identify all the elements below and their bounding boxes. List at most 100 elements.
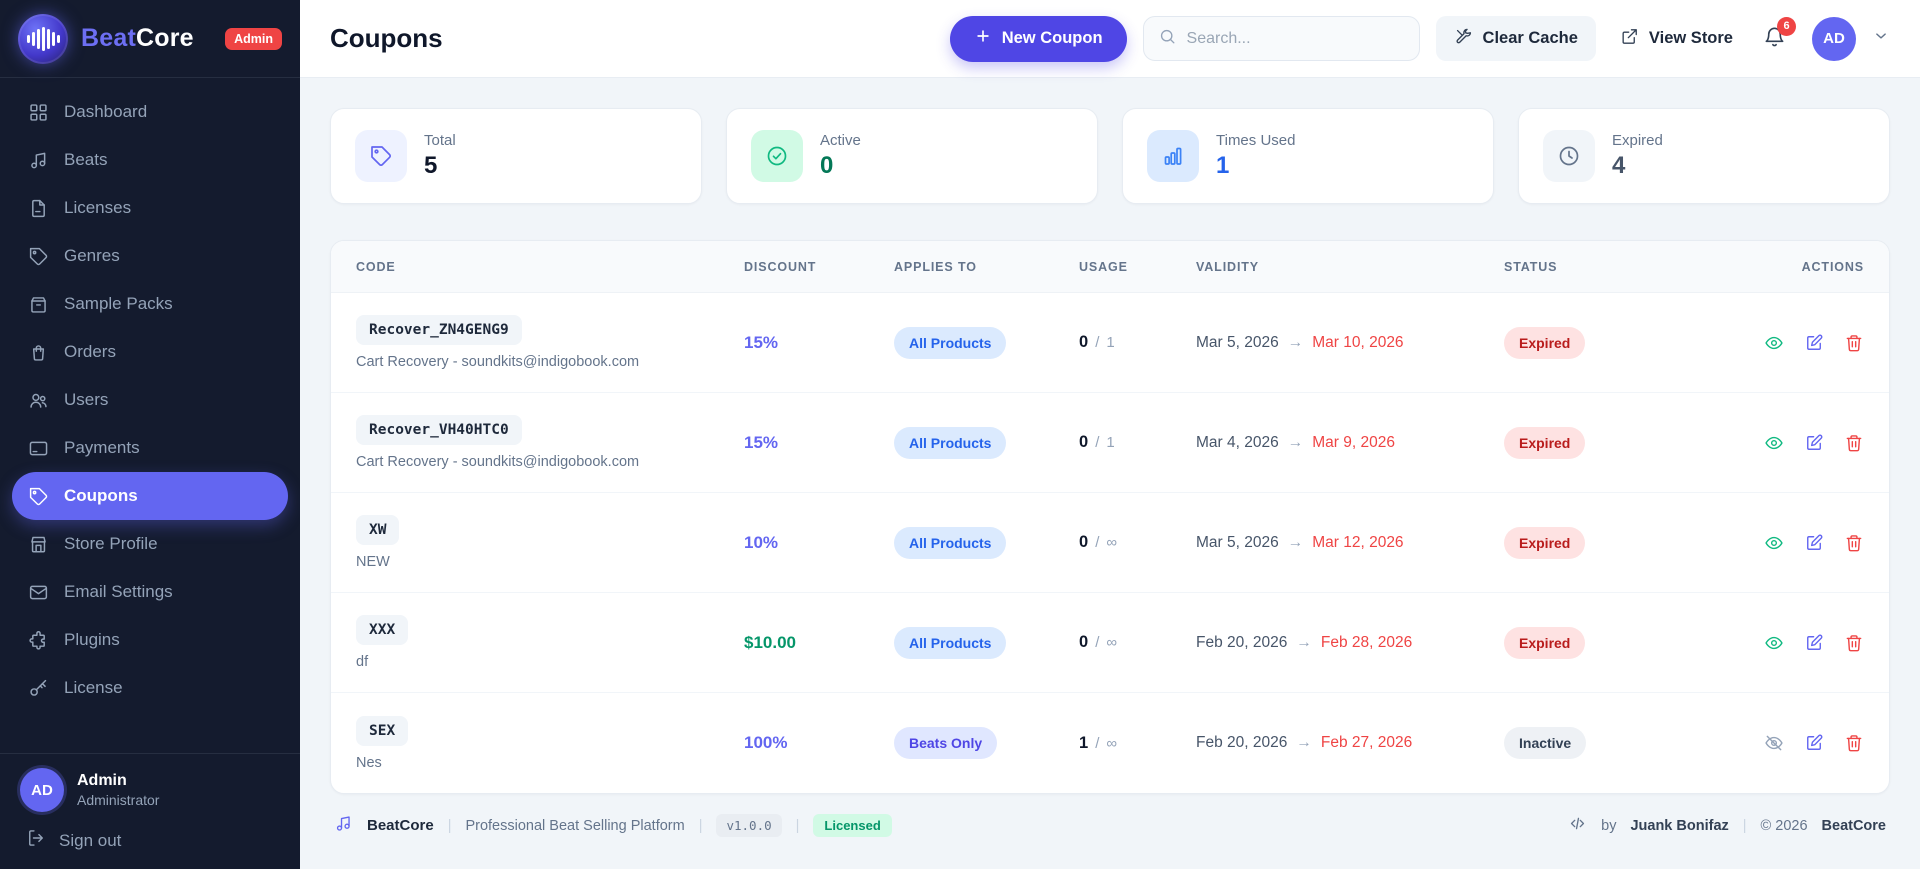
table-row: SEX Nes 100% Beats Only 1 / ∞ Feb 20, 2026… (331, 693, 1889, 793)
table-row: XW NEW 10% All Products 0 / ∞ Mar 5, 2026 →… (331, 493, 1889, 593)
brand-part2: Core (136, 24, 194, 52)
tag-icon (28, 246, 49, 267)
copyright-brand: BeatCore (1821, 817, 1886, 834)
edit-button[interactable] (1804, 433, 1824, 453)
delete-button[interactable] (1844, 733, 1864, 753)
edit-button[interactable] (1804, 733, 1824, 753)
status-badge: Inactive (1504, 727, 1587, 759)
applies-to-badge: Beats Only (894, 727, 998, 759)
sidebar-item-dashboard[interactable]: Dashboard (12, 88, 288, 136)
coupons-table: CODE DISCOUNT APPLIES TO USAGE VALIDITY STATU… (330, 240, 1890, 794)
clear-cache-button[interactable]: Clear Cache (1435, 16, 1596, 61)
usage-separator: / (1095, 634, 1100, 651)
visibility-off-button[interactable] (1764, 733, 1784, 753)
sidebar-item-store-profile[interactable]: Store Profile (12, 520, 288, 568)
sidebar-item-email-settings[interactable]: Email Settings (12, 568, 288, 616)
column-header-validity: VALIDITY (1196, 259, 1260, 274)
sidebar-item-orders[interactable]: Orders (12, 328, 288, 376)
coupon-description: Nes (356, 754, 382, 771)
plus-icon (974, 27, 992, 50)
column-header-discount: DISCOUNT (744, 259, 817, 274)
footer-divider: | (698, 817, 703, 834)
sidebar-item-payments[interactable]: Payments (12, 424, 288, 472)
notifications-button[interactable]: 6 (1763, 16, 1796, 53)
coupon-description: df (356, 654, 369, 670)
sidebar-item-label: Beats (64, 150, 108, 169)
stat-label: Total (424, 132, 456, 149)
edit-button[interactable] (1804, 533, 1824, 553)
credit-card-icon (28, 438, 49, 459)
sidebar-item-label: Genres (64, 246, 120, 265)
sidebar-item-licenses[interactable]: Licenses (12, 184, 288, 232)
sidebar-item-users[interactable]: Users (12, 376, 288, 424)
new-coupon-button[interactable]: New Coupon (949, 15, 1127, 62)
music-note-icon (28, 150, 49, 171)
sidebar-item-label: Dashboard (64, 102, 148, 121)
tools-icon (1454, 27, 1473, 51)
valid-from-date: Feb 20, 2026 (1196, 633, 1288, 651)
sidebar-item-sample-packs[interactable]: Sample Packs (12, 280, 288, 328)
delete-button[interactable] (1844, 433, 1864, 453)
file-text-icon (28, 198, 49, 219)
search-icon (1158, 27, 1177, 51)
sidebar-item-plugins[interactable]: Plugins (12, 616, 288, 664)
sidebar-item-beats[interactable]: Beats (12, 136, 288, 184)
status-badge: Expired (1504, 526, 1586, 559)
licensed-badge: Licensed (813, 814, 892, 837)
sidebar-header: BeatCore Admin (0, 0, 300, 78)
footer-left: BeatCore | Professional Beat Selling Pla… (334, 814, 892, 837)
footer-divider: | (1742, 817, 1747, 834)
view-button[interactable] (1764, 433, 1784, 453)
view-button[interactable] (1764, 533, 1784, 553)
coupon-code: Recover_ZN4GENG9 (356, 315, 522, 345)
sidebar-item-label: Store Profile (64, 534, 158, 553)
brand-name: BeatCore (81, 24, 194, 53)
sidebar-item-label: Users (64, 390, 109, 409)
edit-button[interactable] (1804, 633, 1824, 653)
page-title: Coupons (330, 23, 443, 53)
sidebar-item-label: Orders (64, 342, 116, 361)
applies-to-badge: All Products (894, 426, 1007, 459)
edit-button[interactable] (1804, 333, 1824, 353)
search-input[interactable] (1186, 29, 1405, 48)
view-button[interactable] (1764, 333, 1784, 353)
beatcore-logo-waveform-icon (18, 13, 68, 64)
coupon-discount: $10.00 (744, 632, 796, 652)
delete-button[interactable] (1844, 533, 1864, 553)
view-store-label: View Store (1648, 29, 1733, 47)
header-avatar[interactable]: AD (1812, 16, 1856, 61)
usage-separator: / (1095, 534, 1100, 551)
coupon-code: XW (356, 515, 400, 545)
search-box (1142, 16, 1420, 61)
stat-value: 5 (424, 152, 438, 179)
valid-to-date: Feb 27, 2026 (1320, 734, 1413, 751)
key-icon (28, 678, 49, 699)
valid-to-date: Mar 9, 2026 (1312, 433, 1395, 451)
credit-prefix: by (1601, 817, 1617, 834)
copyright: © 2026 (1760, 817, 1808, 834)
tag-icon (355, 130, 407, 182)
brand-part1: Beat (81, 24, 136, 52)
sign-out-button[interactable]: Sign out (20, 812, 280, 857)
sidebar: BeatCore Admin Dashboard Beats Licenses … (0, 0, 300, 869)
stat-card-expired: Expired 4 (1518, 108, 1890, 204)
table-row: XXX df $10.00 All Products 0 / ∞ Feb 20, 2… (331, 593, 1889, 693)
sidebar-item-label: License (64, 678, 123, 697)
delete-button[interactable] (1844, 633, 1864, 653)
view-button[interactable] (1764, 633, 1784, 653)
valid-from-date: Mar 5, 2026 (1196, 333, 1279, 351)
chevron-down-icon[interactable] (1872, 27, 1890, 50)
stat-card-times-used: Times Used 1 (1122, 108, 1494, 204)
footer-tagline: Professional Beat Selling Platform (465, 817, 685, 834)
status-badge: Expired (1504, 626, 1586, 659)
users-icon (28, 390, 49, 411)
delete-button[interactable] (1844, 333, 1864, 353)
sidebar-item-license[interactable]: License (12, 664, 288, 712)
sidebar-item-genres[interactable]: Genres (12, 232, 288, 280)
sidebar-item-coupons[interactable]: Coupons (12, 472, 288, 520)
status-badge: Expired (1504, 426, 1586, 459)
usage-separator: / (1095, 434, 1100, 451)
usage-separator: / (1095, 734, 1100, 752)
table-row: Recover_ZN4GENG9 Cart Recovery - soundki… (331, 293, 1889, 393)
view-store-link[interactable]: View Store (1620, 27, 1733, 51)
